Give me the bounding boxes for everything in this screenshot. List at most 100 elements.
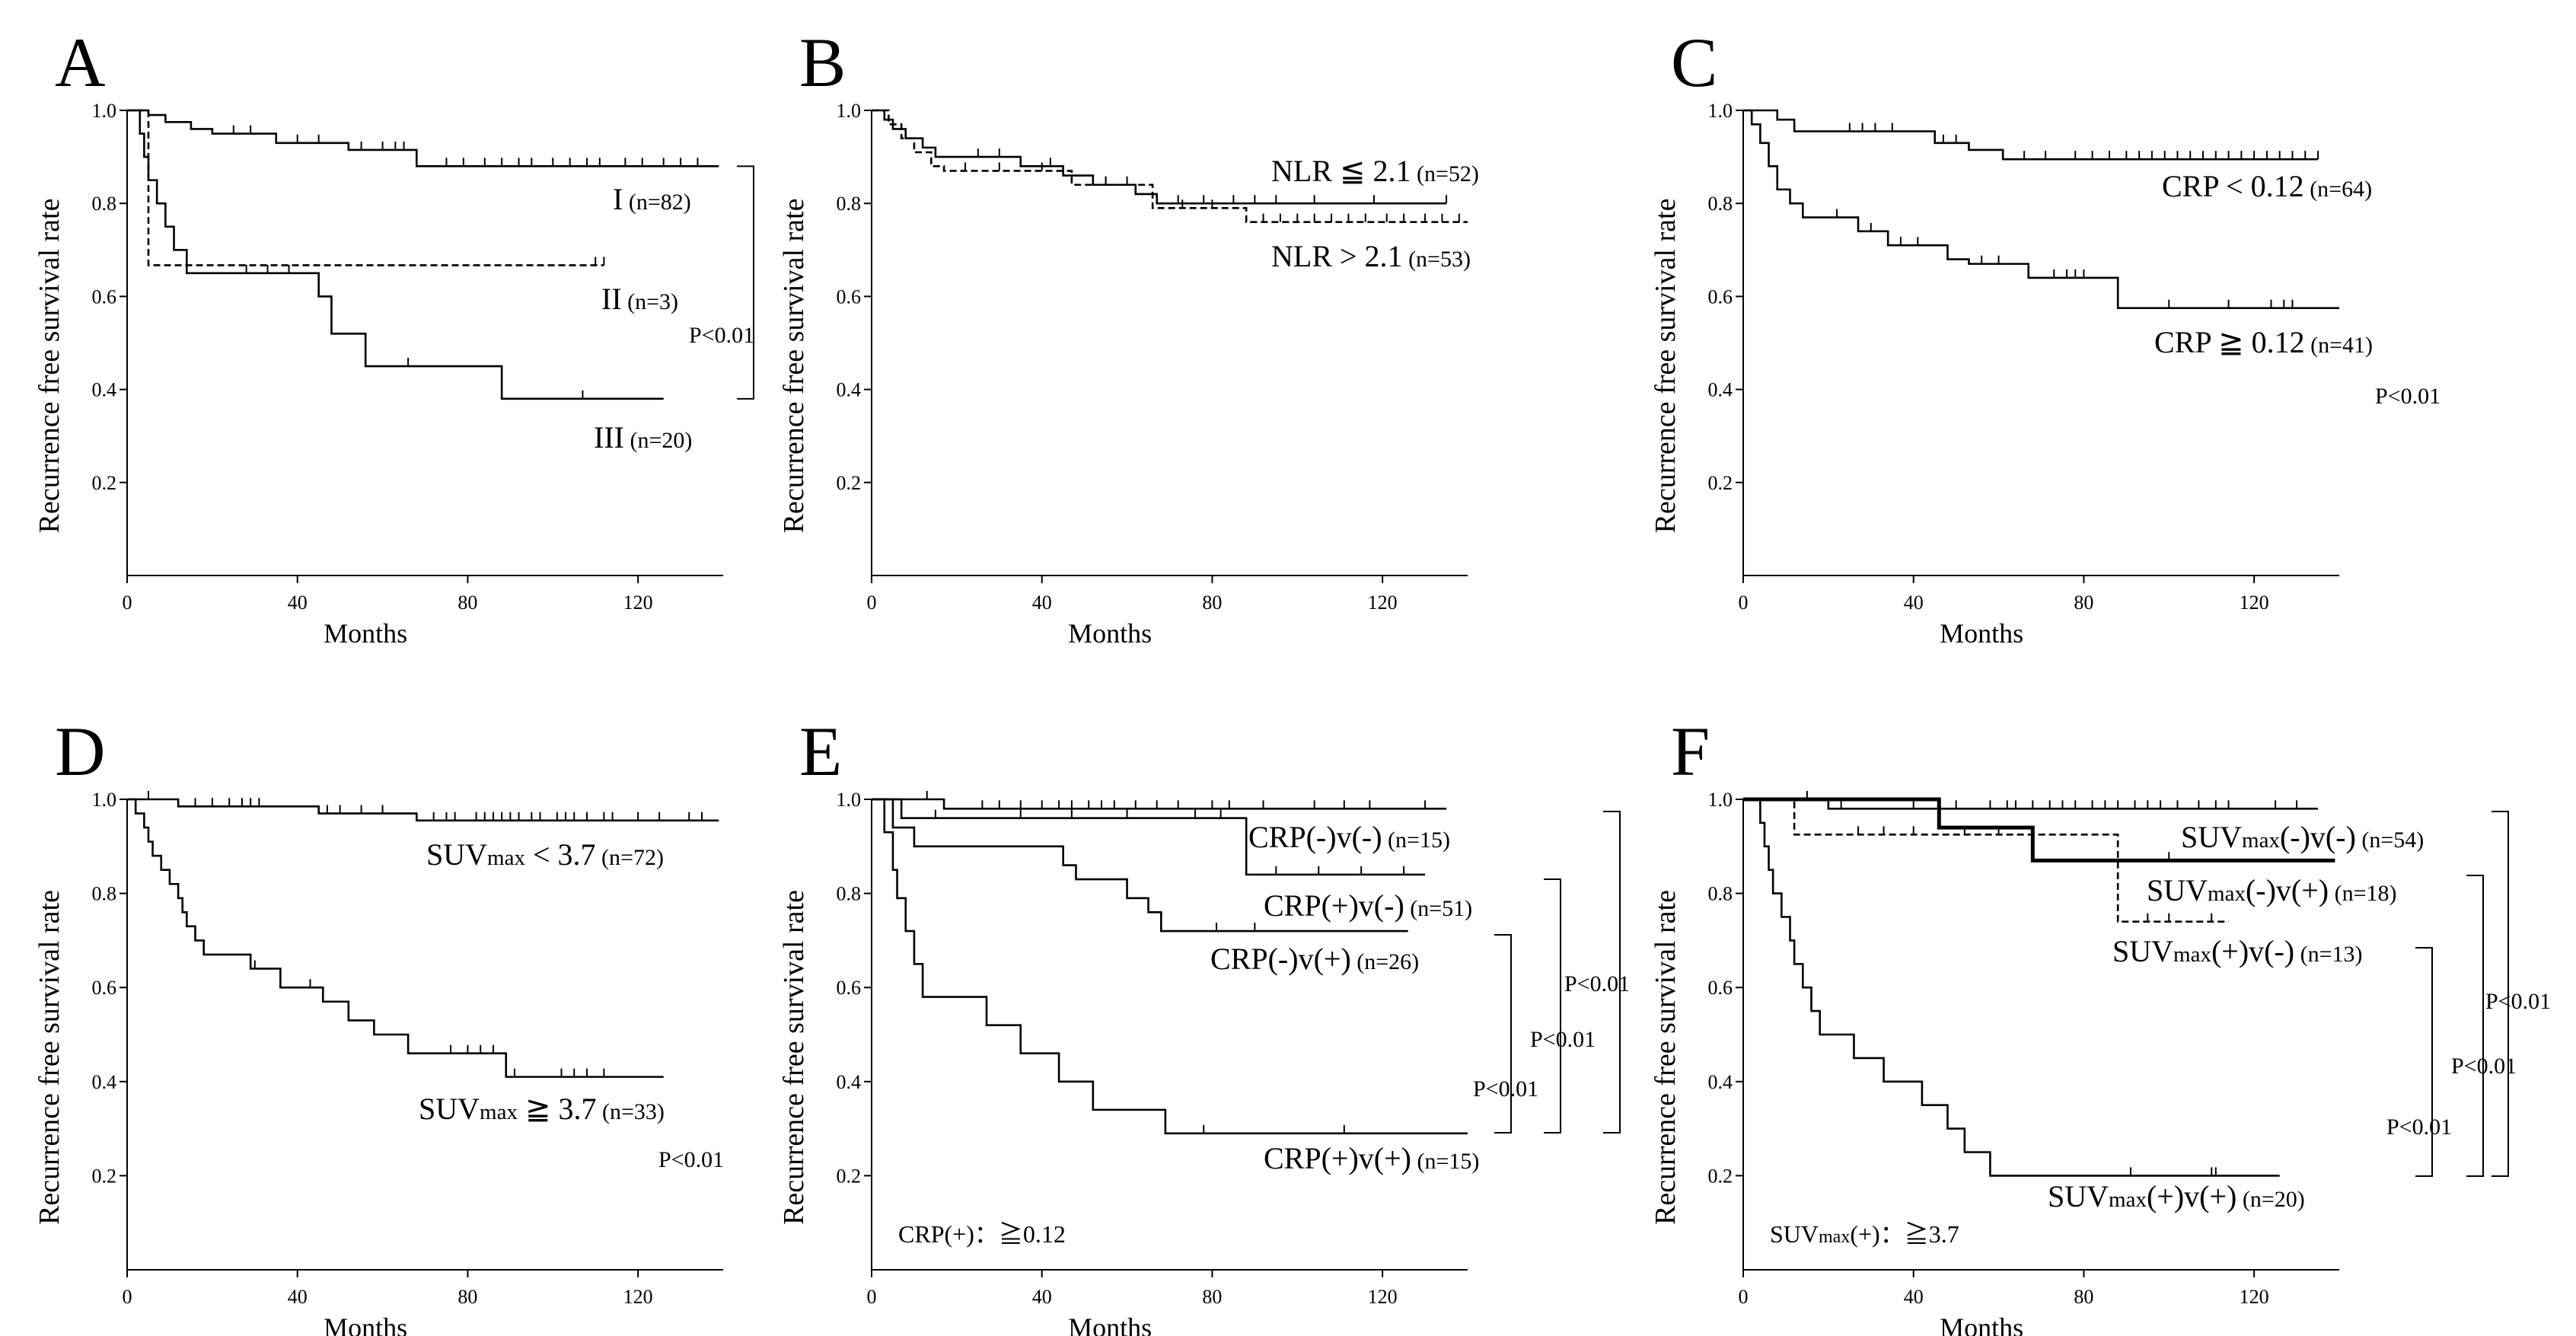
panel-a-xtick-label: 80 <box>457 591 477 614</box>
panel-d-xtick-label: 40 <box>288 1286 308 1308</box>
panel-e-ytick-label: 0.8 <box>837 883 862 905</box>
panel-f-bracket-0 <box>2492 811 2509 1177</box>
panel-f-series-1-curve <box>1743 797 2335 863</box>
panel-c-xlabel: Months <box>1940 618 2023 649</box>
panel-e-pvalue-0: P<0.01 <box>1564 971 1630 996</box>
text-layer: A1.00.80.60.40.20 40 80 120MonthsRecurrence… <box>33 24 2551 1336</box>
panel-c-letter: C <box>1671 24 1717 101</box>
panel-b-ylabel: Recurrence free survival rate <box>778 199 810 534</box>
panel-f-pvalue-2: P<0.01 <box>2386 1114 2452 1140</box>
panel-b-series-0-label: NLR ≦ 2.1 (n=52) <box>1271 154 1479 188</box>
panel-c-xtick-label: 0 <box>1739 591 1749 614</box>
panel-d-series-1-curve <box>127 798 664 1078</box>
panel-d-ytick-label: 0.6 <box>92 977 117 999</box>
panel-d-series-0-curve <box>127 798 719 822</box>
panel-f-ylabel: Recurrence free survival rate <box>1650 890 1682 1225</box>
panel-b-xtick-label: 40 <box>1032 591 1052 614</box>
panel-e-series-0-curve <box>872 798 1447 810</box>
panel-c-ylabel: Recurrence free survival rate <box>1650 199 1682 534</box>
panel-e-ytick-label: 0.6 <box>837 977 862 999</box>
panel-a-ytick-label: 0.8 <box>92 193 117 215</box>
panel-f-series-2-label: SUVmax(+)v(-) (n=13) <box>2112 934 2363 968</box>
panel-a-ytick-label: 0.4 <box>92 379 117 401</box>
panel-c-xtick-label: 80 <box>2074 591 2093 614</box>
panel-f-xtick-label: 120 <box>2240 1286 2269 1308</box>
panel-f-pvalue-1: P<0.01 <box>2451 1054 2517 1079</box>
panel-a-series-0-curve <box>127 109 719 167</box>
panel-b-ytick-label: 0.6 <box>837 285 862 308</box>
panel-d-ytick-label: 1.0 <box>92 789 117 811</box>
panel-f-series-3-curve <box>1743 798 2280 1177</box>
panel-c-series-0-label: CRP < 0.12 (n=64) <box>2162 169 2372 203</box>
panel-d-ytick-label: 0.8 <box>92 883 117 905</box>
panel-a-bracket-0 <box>737 165 754 400</box>
panel-e-series-2-label: CRP(-)v(+) (n=26) <box>1210 942 1419 976</box>
panel-e-bracket-2 <box>1494 934 1512 1134</box>
panel-b-ytick-label: 0.4 <box>837 379 862 401</box>
panel-f-series-3-label: SUVmax(+)v(+) (n=20) <box>2048 1179 2305 1213</box>
panel-b-xtick-label: 120 <box>1368 591 1398 614</box>
panel-a-ytick-label: 0.2 <box>92 472 117 494</box>
panel-e-bracket-0 <box>1603 811 1621 1134</box>
panel-e-ytick-label: 0.4 <box>837 1071 862 1093</box>
panel-f-xtick-label: 40 <box>1904 1286 1924 1308</box>
panel-a-series-1-label: II (n=3) <box>601 282 678 316</box>
panel-d-xtick-label: 80 <box>457 1286 477 1308</box>
panel-b-ytick-label: 0.8 <box>837 193 862 215</box>
panel-b-ytick-label: 0.2 <box>837 472 862 494</box>
panel-b-xlabel: Months <box>1068 618 1152 649</box>
panel-a-series-1-curve <box>127 109 604 266</box>
panel-b-xtick-label: 80 <box>1202 591 1222 614</box>
panel-a-series-2-label: III (n=20) <box>594 420 692 454</box>
panel-f-xlabel: Months <box>1940 1312 2023 1336</box>
panel-f-series-0-label: SUVmax(-)v(-) (n=54) <box>2181 820 2424 854</box>
panel-e-xtick-label: 120 <box>1368 1286 1398 1308</box>
panel-a-xtick-label: 120 <box>623 591 653 614</box>
panel-d-series-0-label: SUVmax < 3.7 (n=72) <box>426 837 664 872</box>
panel-e-bracket-1 <box>1544 878 1561 1134</box>
panel-b-letter: B <box>799 24 846 101</box>
panel-f-letter: F <box>1671 713 1710 790</box>
panel-e-pvalue-2: P<0.01 <box>1473 1076 1538 1102</box>
panel-d-ylabel: Recurrence free survival rate <box>33 890 65 1225</box>
panel-e-series-3-label: CRP(+)v(+) (n=15) <box>1264 1141 1479 1175</box>
panel-e-ytick-label: 1.0 <box>837 789 862 811</box>
panel-d-ytick-label: 0.4 <box>92 1071 117 1093</box>
panel-e-ytick-label: 0.2 <box>837 1165 862 1187</box>
panel-f-pvalue-0: P<0.01 <box>2485 989 2551 1014</box>
panel-a-ytick-label: 0.6 <box>92 285 117 308</box>
panel-e-xtick-label: 40 <box>1032 1286 1052 1308</box>
panel-a-xtick-label: 0 <box>123 591 132 614</box>
panel-a-series-0-label: I (n=82) <box>613 182 691 216</box>
panel-a-xtick-label: 40 <box>288 591 308 614</box>
panel-c-ytick-label: 0.8 <box>1708 193 1733 215</box>
panel-b-ytick-label: 1.0 <box>837 100 862 122</box>
panel-a-letter: A <box>55 24 105 101</box>
panel-f-ytick-label: 0.4 <box>1708 1071 1733 1093</box>
panel-e-xtick-label: 80 <box>1202 1286 1222 1308</box>
panel-d-xtick-label: 0 <box>123 1286 132 1308</box>
panel-e-xtick-label: 0 <box>867 1286 877 1308</box>
panel-e-series-2-curve <box>872 798 1408 933</box>
panel-f-bracket-2 <box>2415 947 2433 1177</box>
panel-c-xtick-label: 40 <box>1904 591 1924 614</box>
panel-d-xlabel: Months <box>324 1312 407 1336</box>
panel-d-xtick-label: 120 <box>623 1286 653 1308</box>
panel-d-series-1-label: SUVmax ≧ 3.7 (n=33) <box>419 1092 665 1126</box>
panel-e-series-1-label: CRP(+)v(-) (n=51) <box>1264 888 1472 923</box>
panel-d-pvalue-0: P<0.01 <box>658 1147 724 1172</box>
panel-c-series-1-curve <box>1743 109 2339 309</box>
panel-e-letter: E <box>799 713 842 790</box>
panel-e-pvalue-1: P<0.01 <box>1530 1027 1596 1052</box>
panel-e-ylabel: Recurrence free survival rate <box>778 890 810 1225</box>
panel-c-ytick-label: 1.0 <box>1708 100 1733 122</box>
panel-a-ytick-label: 1.0 <box>92 100 117 122</box>
panel-b-series-1-label: NLR > 2.1 (n=53) <box>1271 239 1471 273</box>
panel-f-ytick-label: 0.6 <box>1708 977 1733 999</box>
panel-f-xtick-label: 80 <box>2074 1286 2093 1308</box>
panel-f-xtick-label: 0 <box>1739 1286 1749 1308</box>
panel-d-letter: D <box>55 713 105 790</box>
panel-f-ytick-label: 0.2 <box>1708 1165 1733 1187</box>
panel-f-bracket-1 <box>2466 875 2484 1177</box>
